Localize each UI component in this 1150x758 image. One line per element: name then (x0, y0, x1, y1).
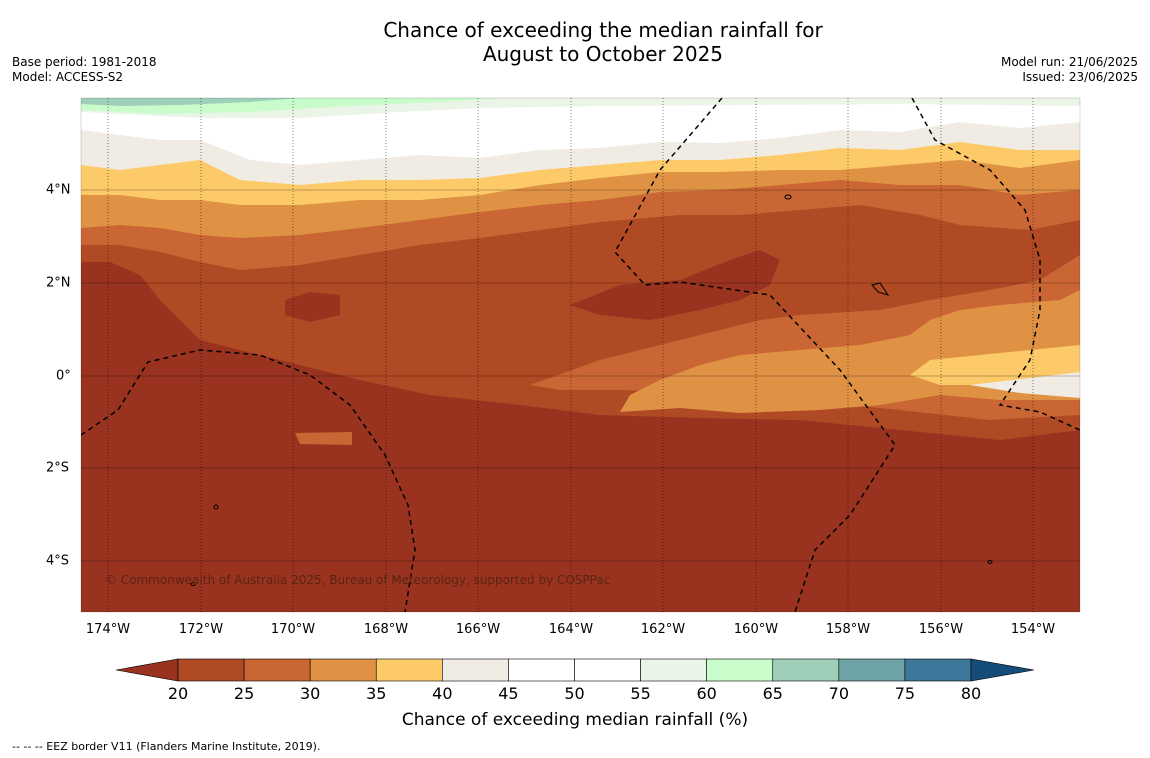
colorbar-extend-high (970, 658, 1035, 682)
rainfall-field (81, 98, 1080, 612)
colorbar-tick-label: 30 (299, 684, 321, 703)
colorbar-tick-label: 35 (366, 684, 387, 703)
colorbar-swatch (838, 658, 906, 682)
model-run-text: Model run: 21/06/2025 (1000, 55, 1138, 69)
colorbar-tick-label: 50 (564, 684, 585, 703)
colorbar-swatch (375, 658, 443, 682)
colorbar-swatch (640, 658, 707, 682)
map-title: Chance of exceeding the median rainfall … (0, 18, 1150, 66)
colorbar-tick-label: 65 (762, 684, 783, 703)
eez-borders (81, 98, 1080, 612)
title-line-2: August to October 2025 (482, 42, 724, 66)
lon-label: 154°W (1010, 622, 1056, 637)
colorbar-ticks: 20 25 30 35 40 45 50 55 60 65 70 75 80 (0, 684, 1150, 704)
lon-label: 166°W (455, 622, 501, 637)
band-65-70 (81, 98, 300, 106)
colorbar-swatch (243, 658, 311, 682)
colorbar-swatch (177, 658, 245, 682)
lon-label: 170°W (270, 622, 316, 637)
colorbar-swatch (574, 658, 641, 682)
lon-label: 168°W (363, 622, 409, 637)
issued-text: Issued: 23/06/2025 (1022, 70, 1138, 84)
colorbar-tick-label: 75 (894, 684, 916, 703)
lon-label: 158°W (825, 622, 871, 637)
run-info: Model run: 21/06/2025 Issued: 23/06/2025 (1001, 55, 1138, 85)
latitude-lines (81, 189, 1080, 562)
colorbar-swatch (904, 658, 972, 682)
colorbar-swatch (772, 658, 840, 682)
patch-20-mid (570, 250, 780, 320)
base-period-text: Base period: 1981-2018 (12, 55, 157, 69)
islands (190, 194, 993, 586)
colorbar-tick-label: 55 (630, 684, 651, 703)
lon-label: 164°W (548, 622, 594, 637)
colorbar-swatch (442, 658, 509, 682)
lat-label: 2°N (46, 275, 71, 291)
copyright-text: © Commonwealth of Australia 2025, Bureau… (105, 573, 611, 587)
lon-label: 174°W (85, 622, 131, 637)
colorbar-swatch (309, 658, 377, 682)
lon-label: 162°W (640, 622, 686, 637)
colorbar-tick-label: 70 (828, 684, 850, 703)
colorbar-swatch (508, 658, 575, 682)
colorbar-swatch (706, 658, 774, 682)
colorbar-tick-label: 60 (696, 684, 717, 703)
colorbar-tick-label: 40 (432, 684, 453, 703)
colorbar (115, 658, 1035, 682)
patch-20-west (285, 292, 340, 322)
lon-label: 156°W (918, 622, 964, 637)
band-40-45-east (970, 372, 1080, 398)
eez-legend: -- -- -- EEZ border V11 (Flanders Marine… (12, 740, 321, 753)
colorbar-tick-label: 25 (233, 684, 255, 703)
lon-label: 160°W (733, 622, 779, 637)
colorbar-title: Chance of exceeding median rainfall (%) (401, 710, 749, 730)
colorbar-extend-low (115, 658, 179, 682)
patch-25-south (295, 432, 352, 445)
colorbar-tick-label: 20 (167, 684, 189, 703)
lat-label: 4°S (46, 553, 70, 569)
lon-label: 172°W (178, 622, 224, 637)
colorbar-tick-label: 45 (498, 684, 519, 703)
title-line-1: Chance of exceeding the median rainfall … (383, 18, 823, 42)
lat-label: 4°N (46, 182, 71, 198)
model-info: Base period: 1981-2018 Model: ACCESS-S2 (12, 55, 157, 85)
colorbar-tick-label: 80 (960, 684, 982, 703)
model-text: Model: ACCESS-S2 (12, 70, 124, 84)
lat-label: 2°S (46, 460, 70, 476)
lat-label: 0° (56, 368, 71, 384)
